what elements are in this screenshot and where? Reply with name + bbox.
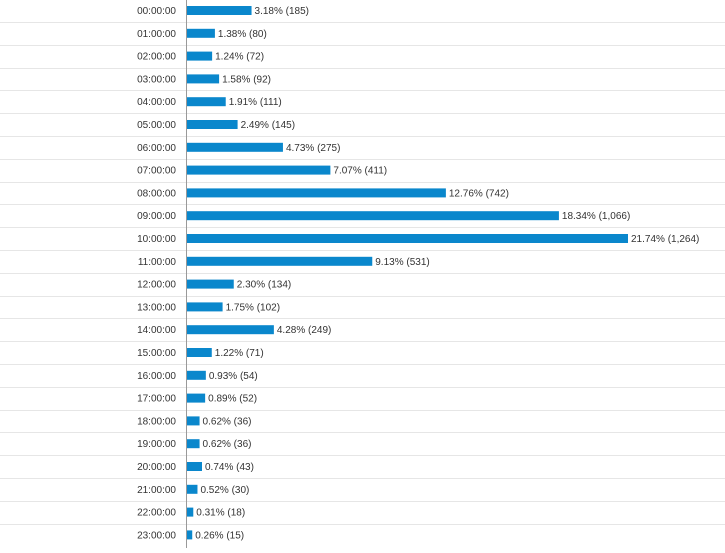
- data-label: 0.26% (15): [195, 530, 244, 541]
- bar[interactable]: [187, 416, 200, 426]
- data-label: 0.93% (54): [209, 371, 258, 382]
- bar[interactable]: [187, 97, 226, 107]
- data-label: 4.28% (249): [277, 325, 331, 336]
- data-label: 1.24% (72): [215, 52, 264, 63]
- bars: [187, 6, 628, 540]
- category-label: 16:00:00: [137, 371, 176, 382]
- data-label: 1.58% (92): [222, 74, 271, 85]
- bar[interactable]: [187, 484, 198, 494]
- category-label: 06:00:00: [137, 143, 176, 154]
- data-label: 18.34% (1,066): [562, 211, 630, 222]
- category-label: 20:00:00: [137, 462, 176, 473]
- category-label: 09:00:00: [137, 211, 176, 222]
- bar[interactable]: [187, 302, 223, 312]
- category-labels: 00:00:00 01:00:00 02:00:00 03:00:00 04:00:00…: [137, 6, 176, 541]
- bar[interactable]: [187, 507, 194, 517]
- category-label: 15:00:00: [137, 348, 176, 359]
- category-label: 01:00:00: [137, 29, 176, 40]
- value-labels: 3.18% (185) 1.38% (80) 1.24% (72) 1.58% (92…: [195, 6, 699, 541]
- category-label: 14:00:00: [137, 325, 176, 336]
- category-label: 10:00:00: [137, 234, 176, 245]
- data-label: 1.75% (102): [226, 302, 280, 313]
- category-label: 07:00:00: [137, 166, 176, 177]
- category-label: 22:00:00: [137, 508, 176, 519]
- bar[interactable]: [187, 165, 331, 175]
- data-label: 4.73% (275): [286, 143, 340, 154]
- data-label: 2.30% (134): [237, 280, 291, 291]
- bar[interactable]: [187, 348, 212, 357]
- category-label: 17:00:00: [137, 394, 176, 405]
- bar[interactable]: [187, 211, 559, 221]
- category-label: 00:00:00: [137, 6, 176, 17]
- data-label: 2.49% (145): [241, 120, 295, 131]
- bar[interactable]: [187, 234, 628, 243]
- category-label: 02:00:00: [137, 52, 176, 63]
- category-label: 23:00:00: [137, 530, 176, 541]
- data-label: 3.18% (185): [255, 6, 309, 17]
- data-label: 12.76% (742): [449, 188, 509, 199]
- category-label: 03:00:00: [137, 74, 176, 85]
- data-label: 7.07% (411): [333, 166, 387, 177]
- category-label: 13:00:00: [137, 302, 176, 313]
- bar[interactable]: [187, 439, 200, 449]
- data-label: 0.31% (18): [196, 508, 245, 519]
- data-label: 0.89% (52): [208, 394, 257, 405]
- category-label: 19:00:00: [137, 439, 176, 450]
- category-label: 21:00:00: [137, 485, 176, 496]
- data-label: 0.62% (36): [203, 416, 252, 427]
- bar[interactable]: [187, 325, 274, 335]
- data-label: 9.13% (531): [375, 257, 429, 268]
- data-label: 0.62% (36): [203, 439, 252, 450]
- category-label: 08:00:00: [137, 188, 176, 199]
- bar[interactable]: [187, 530, 193, 540]
- category-label: 05:00:00: [137, 120, 176, 131]
- bar[interactable]: [187, 51, 213, 61]
- data-label: 21.74% (1,264): [631, 234, 699, 245]
- bar[interactable]: [187, 28, 215, 38]
- bar[interactable]: [187, 188, 446, 198]
- bar[interactable]: [187, 256, 373, 266]
- bar[interactable]: [187, 120, 238, 129]
- bar[interactable]: [187, 142, 283, 152]
- bar[interactable]: [187, 6, 252, 15]
- data-label: 1.22% (71): [215, 348, 264, 359]
- grid-lines: [0, 22, 725, 525]
- category-label: 12:00:00: [137, 280, 176, 291]
- bar[interactable]: [187, 462, 203, 471]
- category-label: 18:00:00: [137, 416, 176, 427]
- bar[interactable]: [187, 370, 206, 380]
- data-label: 0.52% (30): [200, 485, 249, 496]
- bar[interactable]: [187, 74, 220, 84]
- category-label: 04:00:00: [137, 97, 176, 108]
- data-label: 1.38% (80): [218, 29, 267, 40]
- data-label: 0.74% (43): [205, 462, 254, 473]
- bar[interactable]: [187, 393, 206, 403]
- data-label: 1.91% (111): [229, 97, 282, 108]
- category-label: 11:00:00: [138, 257, 177, 268]
- bar[interactable]: [187, 279, 234, 289]
